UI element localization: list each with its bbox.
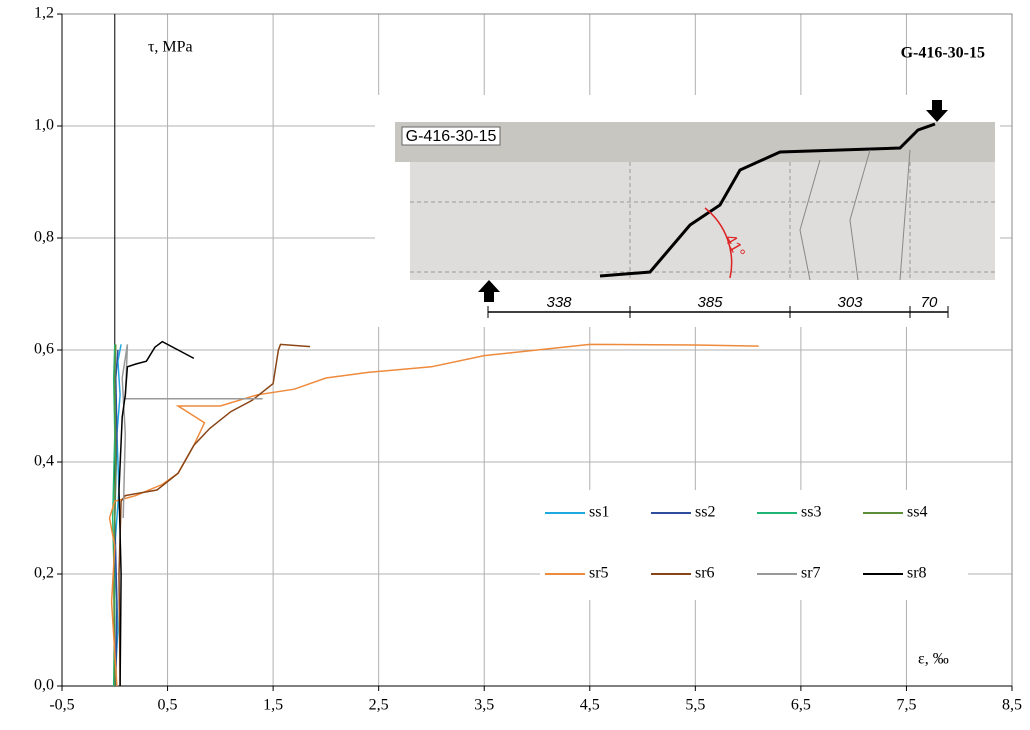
legend-box — [540, 490, 968, 600]
legend-label: ss4 — [907, 504, 927, 521]
specimen-label: G-416-30-15 — [406, 128, 497, 145]
x-tick-label: 7,5 — [896, 697, 916, 714]
legend-label: sr5 — [589, 565, 609, 582]
y-tick-label: 0,2 — [34, 565, 54, 582]
legend-label: ss3 — [801, 504, 821, 521]
dimension-label: 303 — [837, 294, 863, 311]
series-line — [118, 340, 195, 687]
beam-web — [410, 162, 995, 280]
x-tick-label: 4,5 — [580, 697, 600, 714]
x-tick-label: 8,5 — [1002, 697, 1022, 714]
x-tick-label: 5,5 — [685, 697, 705, 714]
dimension-label: 385 — [697, 294, 723, 311]
support-arrow — [478, 280, 500, 302]
load-arrow — [926, 100, 948, 122]
dimension-label: 70 — [921, 294, 938, 311]
x-tick-label: 0,5 — [158, 697, 178, 714]
y-tick-label: 1,0 — [34, 117, 54, 134]
series-line — [118, 343, 311, 687]
x-tick-label: -0,5 — [49, 697, 74, 714]
legend-label: ss1 — [589, 504, 609, 521]
specimen-tag — [401, 126, 501, 146]
y-tick-label: 0,4 — [34, 453, 54, 470]
y-tick-label: 0,8 — [34, 229, 54, 246]
specimen-photo: G-416-30-15 41° 338 385 303 70 — [375, 95, 1000, 327]
y-tick-label: 0,6 — [34, 341, 54, 358]
legend-label: ss2 — [695, 504, 715, 521]
series-line — [108, 343, 759, 687]
crack — [799, 149, 911, 281]
dimension-label: 338 — [546, 294, 572, 311]
legend-label: sr8 — [907, 565, 927, 582]
legend: ss1 ss2 ss3 ss4 sr5 sr6 sr7 sr8 — [540, 490, 968, 600]
angle-arc — [704, 207, 733, 279]
x-axis-label: ε, ‰ — [918, 651, 949, 668]
series-line — [112, 344, 117, 687]
x-tick-label: 3,5 — [474, 697, 494, 714]
legend-label: sr7 — [801, 565, 821, 582]
x-tick-label: 2,5 — [369, 697, 389, 714]
x-tick-label: 1,5 — [263, 697, 283, 714]
crack — [599, 122, 936, 278]
series-line — [121, 344, 263, 519]
y-axis-label: τ, MPa — [148, 39, 193, 56]
legend-label: sr6 — [695, 565, 715, 582]
y-tick-label: 0,0 — [34, 677, 54, 694]
chart-title: G-416-30-15 — [901, 45, 985, 62]
y-tick-label: 1,2 — [34, 5, 54, 22]
x-tick-label: 6,5 — [791, 697, 811, 714]
